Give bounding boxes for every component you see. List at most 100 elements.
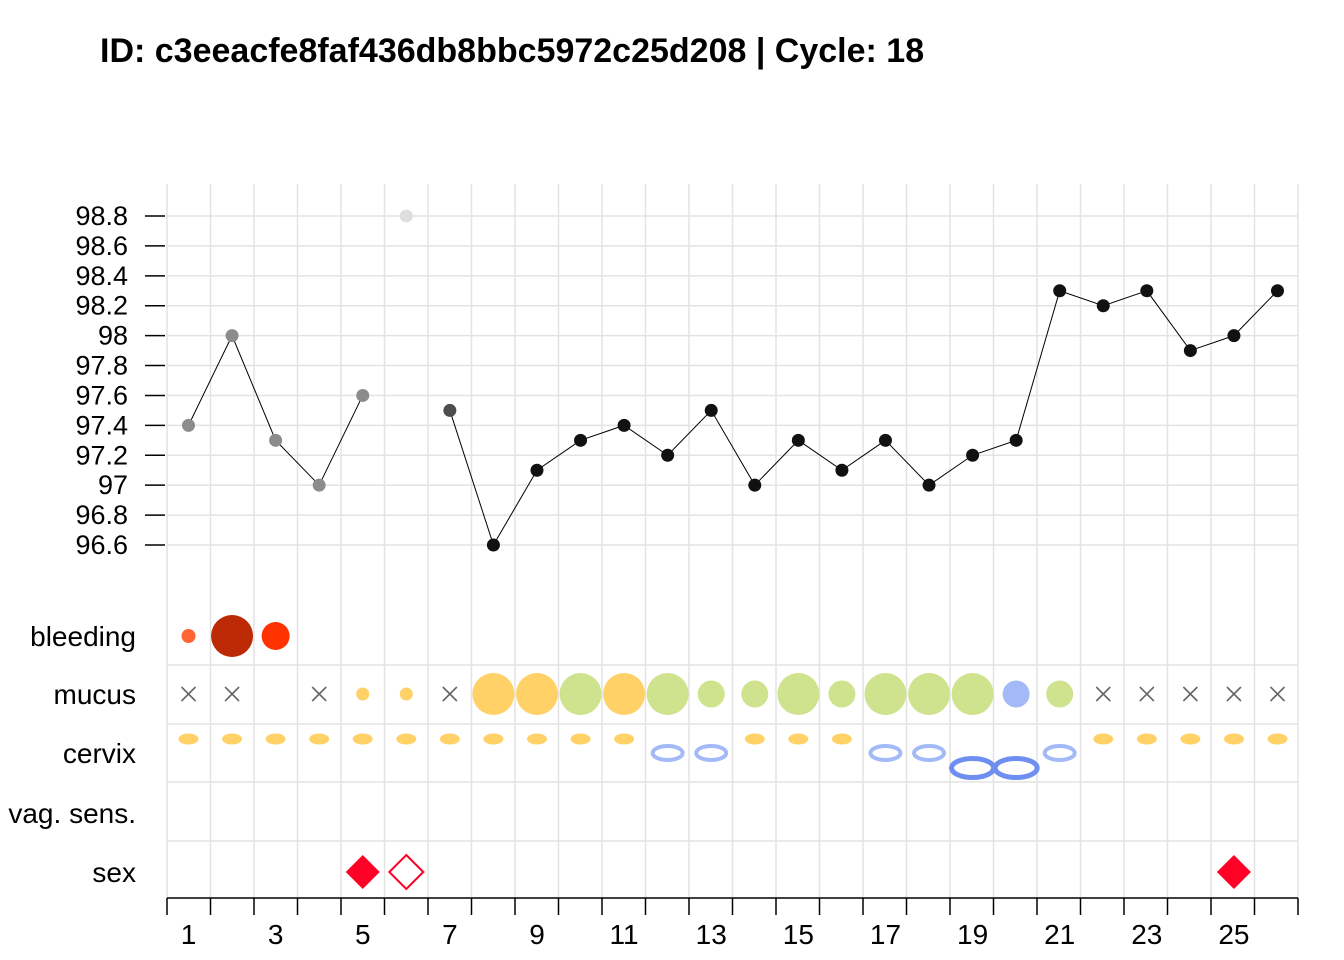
temperature-point [182, 418, 195, 432]
row-label-sex: sex [92, 857, 136, 888]
row-label-bleeding: bleeding [30, 621, 136, 652]
y-tick-label: 96.6 [75, 530, 128, 560]
x-tick-label: 23 [1131, 919, 1162, 950]
temperature-point [443, 403, 457, 417]
mucus-dot [646, 673, 689, 715]
x-tick-label: 19 [957, 919, 988, 950]
mucus-dot [1046, 680, 1074, 708]
x-tick-label: 11 [610, 919, 639, 950]
bleeding-dot [211, 615, 254, 657]
cervix-wide-marker [949, 756, 997, 780]
cervix-closed-marker [265, 733, 286, 745]
mucus-dot [1002, 680, 1030, 708]
temperature-point [1271, 284, 1284, 298]
x-tick-label: 5 [355, 919, 371, 950]
temperature-point [791, 433, 805, 447]
mucus-none-marker [1139, 686, 1155, 702]
temperature-point [835, 463, 849, 477]
temperature-point [748, 478, 762, 492]
temperature-point [356, 388, 370, 402]
y-tick-label: 97.8 [75, 351, 128, 381]
chart-title: ID: c3eeacfe8faf436db8bbc5972c25d208 | C… [100, 32, 925, 70]
x-tick-label: 25 [1218, 919, 1249, 950]
mucus-dot [741, 680, 769, 708]
cervix-closed-marker [744, 733, 765, 745]
mucus-none-marker [1269, 686, 1286, 702]
cervix-closed-marker [178, 733, 199, 745]
y-tick-label: 97 [98, 470, 128, 500]
cervix-closed-marker [1136, 733, 1157, 745]
mucus-dot [472, 673, 515, 715]
cervix-closed-marker [1180, 733, 1201, 745]
bleeding-series [181, 615, 290, 657]
temperature-point [661, 448, 675, 462]
temperature-point [225, 329, 239, 343]
y-tick-label: 98.4 [75, 261, 128, 291]
mucus-dot [399, 687, 413, 701]
mucus-dot [697, 680, 725, 708]
temperature-point [1227, 329, 1241, 343]
x-tick-label: 21 [1044, 919, 1075, 950]
cervix-closed-marker [831, 733, 852, 745]
mucus-none-marker [224, 686, 240, 702]
temperature-point [1096, 299, 1110, 313]
cervix-closed-marker [309, 733, 330, 745]
mucus-dot [864, 673, 907, 715]
y-tick-label: 98.2 [75, 291, 128, 321]
temperature-point [530, 463, 544, 477]
y-axis: 98.898.698.498.29897.897.697.497.29796.8… [75, 201, 165, 560]
mucus-dot [356, 687, 370, 701]
sex-marker-outline [387, 853, 425, 891]
x-tick-label: 13 [696, 919, 727, 950]
row-label-mucus: mucus [54, 679, 136, 710]
x-tick-label: 1 [181, 919, 197, 950]
sex-marker [345, 855, 380, 889]
y-tick-label: 97.2 [75, 440, 128, 470]
temperature-point [1183, 344, 1197, 358]
mucus-none-marker [1226, 686, 1242, 702]
y-tick-label: 97.6 [75, 380, 128, 410]
mucus-dot [828, 680, 856, 708]
bleeding-dot [261, 622, 290, 650]
mucus-none-marker [1182, 686, 1198, 702]
temperature-point [269, 433, 283, 447]
temperature-point [617, 418, 631, 432]
cervix-closed-marker [614, 733, 635, 745]
sex-series [345, 853, 1251, 891]
cervix-open-marker [1042, 744, 1077, 762]
x-axis: 1 3 5 7 9 11 13 15 17 19 21 23 25 [166, 897, 1299, 950]
temperature-point [922, 478, 936, 492]
x-tick-label: 17 [870, 919, 901, 950]
temperature-point [704, 403, 718, 417]
cervix-closed-marker [483, 733, 504, 745]
mucus-dot [908, 673, 951, 715]
bleeding-dot [181, 629, 196, 643]
cervix-closed-marker [352, 733, 373, 745]
cervix-closed-marker [439, 733, 460, 745]
y-tick-label: 98.8 [75, 201, 128, 231]
temperature-point [486, 538, 500, 552]
cervix-closed-marker [526, 733, 547, 745]
temperature-point [1140, 284, 1154, 298]
cervix-open-marker [650, 744, 685, 762]
x-tick-label: 3 [268, 919, 284, 950]
mucus-none-marker [1095, 686, 1111, 702]
temperature-series [182, 209, 1284, 552]
cervix-open-marker [912, 744, 947, 762]
temperature-line [188, 334, 364, 487]
x-tick-label: 7 [442, 919, 458, 950]
temperature-point [399, 209, 413, 223]
cervix-wide-marker [992, 756, 1040, 780]
temperature-point [574, 433, 588, 447]
mucus-none-marker [180, 686, 197, 702]
row-labels: bleeding mucus cervix vag. sens. sex [8, 621, 136, 888]
temperature-point [966, 448, 980, 462]
cervix-closed-marker [396, 733, 417, 745]
temperature-line [449, 290, 1278, 547]
cervix-open-marker [694, 744, 729, 762]
cervix-closed-marker [1093, 733, 1114, 745]
y-tick-label: 97.4 [75, 410, 128, 440]
y-tick-label: 96.8 [75, 500, 128, 530]
mucus-dot [559, 673, 602, 715]
